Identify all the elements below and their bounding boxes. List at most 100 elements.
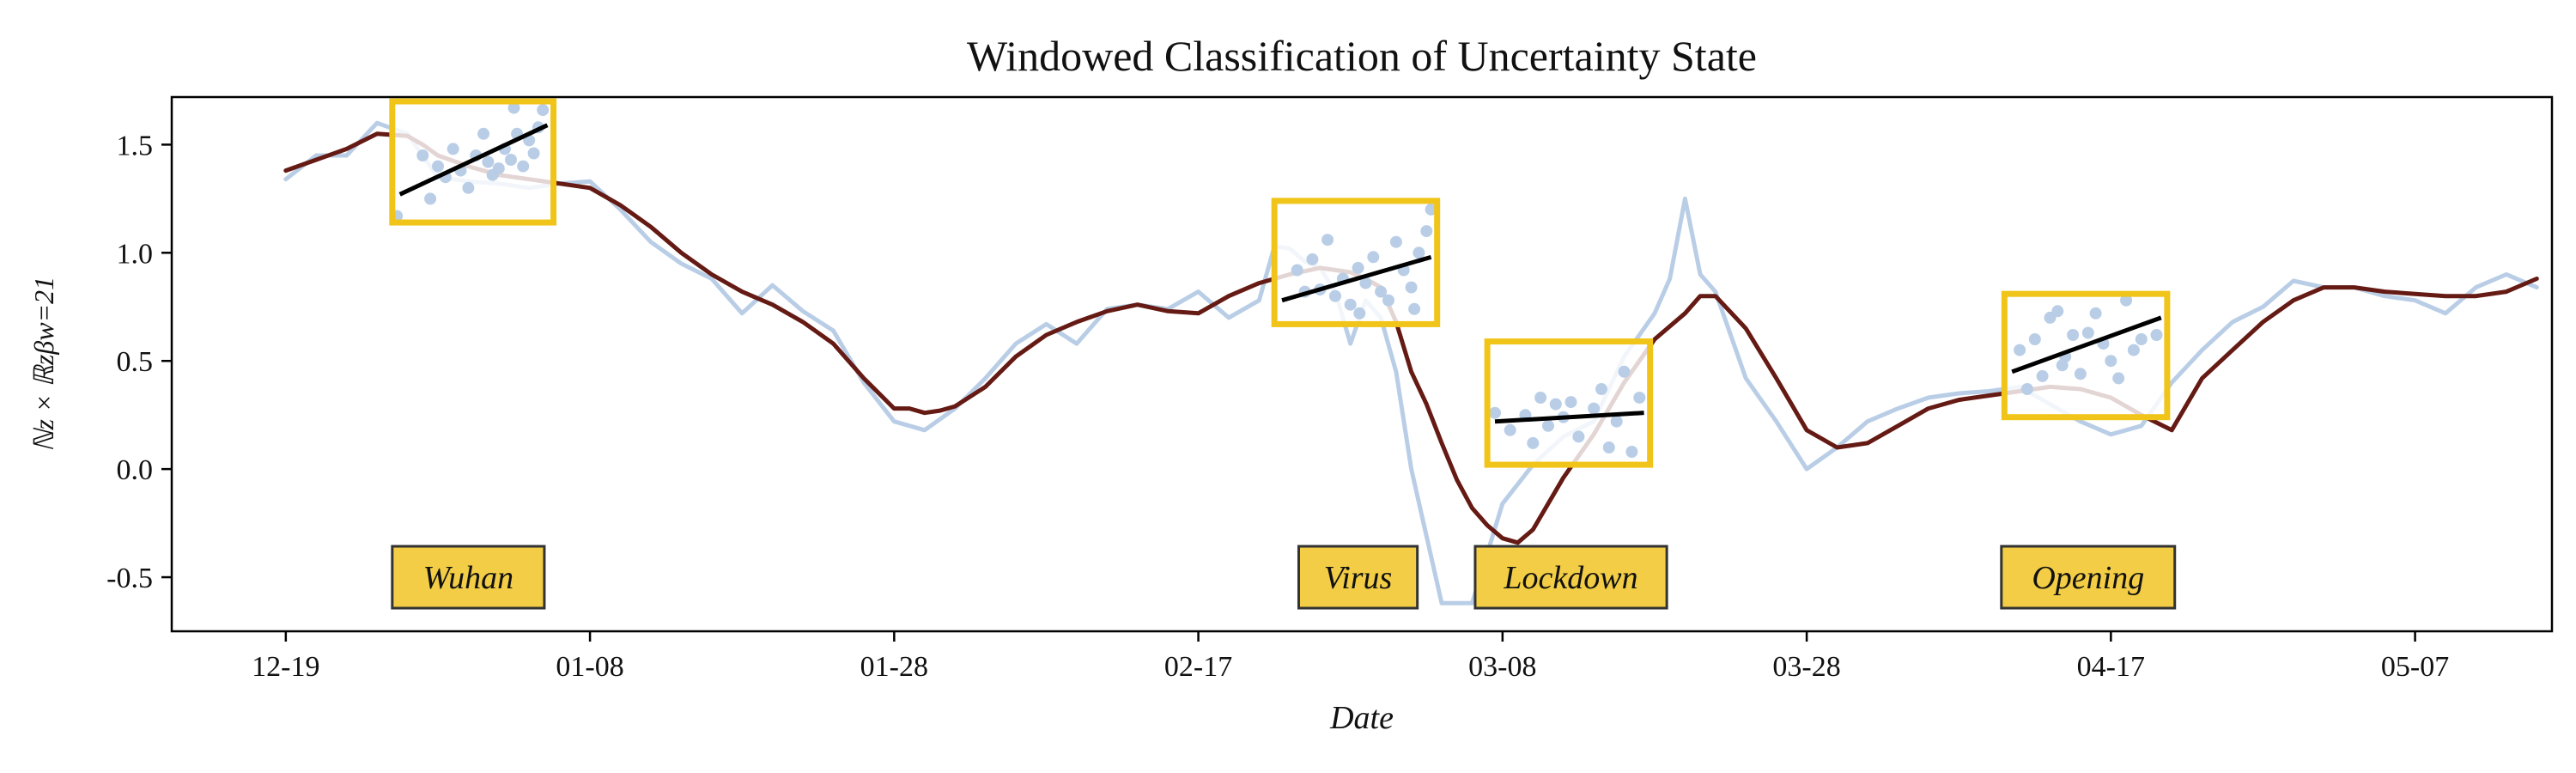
scatter-point bbox=[1389, 235, 1402, 248]
x-tick-label: 12-19 bbox=[252, 651, 319, 683]
scatter-point bbox=[424, 192, 437, 205]
scatter-point bbox=[1489, 406, 1501, 419]
scatter-point bbox=[1527, 436, 1540, 449]
scatter-point bbox=[1564, 396, 1577, 409]
scatter-point bbox=[507, 101, 520, 114]
y-tick-label: 1.5 bbox=[117, 130, 154, 161]
scatter-point bbox=[1602, 441, 1615, 453]
scatter-point bbox=[2150, 329, 2163, 341]
event-label-box bbox=[391, 545, 546, 610]
y-tick-label: -0.5 bbox=[106, 563, 153, 594]
scatter-point bbox=[2127, 344, 2140, 356]
x-tick-label: 04-17 bbox=[2077, 651, 2145, 683]
scatter-point bbox=[492, 162, 505, 175]
scatter-point bbox=[1618, 365, 1631, 378]
scatter-point bbox=[1425, 203, 1437, 216]
scatter-point bbox=[1353, 307, 1366, 320]
event-box bbox=[2001, 290, 2171, 421]
event-label: Wuhan bbox=[423, 560, 514, 596]
scatter-point bbox=[1375, 285, 1388, 298]
event-box bbox=[389, 98, 557, 226]
x-tick-label: 03-28 bbox=[1772, 651, 1840, 683]
scatter-point bbox=[1352, 261, 1364, 274]
scatter-point bbox=[2120, 294, 2133, 307]
scatter-point bbox=[1610, 415, 1623, 428]
scatter-point bbox=[1588, 402, 1601, 415]
x-tick-label: 01-28 bbox=[860, 651, 928, 683]
scatter-point bbox=[1405, 281, 1418, 294]
event-box bbox=[1484, 338, 1654, 468]
event-label: Lockdown bbox=[1503, 560, 1637, 596]
scatter-point bbox=[537, 104, 550, 117]
scatter-point bbox=[1420, 225, 1433, 238]
scatter-point bbox=[2014, 344, 2026, 356]
plot-area: Wuhan Virus Lockdown Opening bbox=[170, 95, 2554, 633]
scatter-point bbox=[1572, 430, 1585, 443]
fit-line bbox=[1494, 411, 1644, 424]
scatter-point bbox=[1382, 294, 1394, 307]
scatter-point bbox=[1504, 423, 1516, 436]
y-tick-label: 0.5 bbox=[117, 346, 154, 378]
event-label: Virus bbox=[1324, 560, 1393, 596]
event-label-box bbox=[1297, 545, 1419, 610]
event-opening: Opening bbox=[2000, 290, 2177, 610]
y-axis-ticks: 1.5 1.0 0.5 0.0 -0.5 bbox=[106, 130, 172, 594]
scatter-point bbox=[1625, 446, 1638, 458]
scatter-point bbox=[1329, 289, 1341, 302]
event-label-box bbox=[2000, 545, 2177, 610]
scatter-point bbox=[1633, 392, 1646, 404]
chart-title: Windowed Classification of Uncertainty S… bbox=[967, 32, 1757, 80]
y-axis-label: ℕz × ℝzβw=21 bbox=[28, 277, 59, 452]
scatter-point bbox=[2036, 369, 2049, 382]
x-tick-label: 03-08 bbox=[1468, 651, 1536, 683]
event-wuhan: Wuhan bbox=[389, 98, 557, 610]
x-tick-label: 02-17 bbox=[1164, 651, 1232, 683]
scatter-point bbox=[1359, 277, 1372, 289]
x-axis-label: Date bbox=[1329, 700, 1394, 736]
scatter-point bbox=[2020, 383, 2033, 395]
scatter-point bbox=[527, 147, 540, 160]
scatter-point bbox=[1306, 253, 1319, 265]
scatter-point bbox=[505, 154, 517, 166]
scatter-point bbox=[432, 160, 444, 173]
scatter-point bbox=[1291, 264, 1303, 277]
fit-line bbox=[1281, 254, 1432, 303]
fit-line bbox=[398, 123, 549, 197]
series-line-raw bbox=[283, 120, 2539, 606]
scatter-point bbox=[2105, 355, 2117, 368]
event-label-box bbox=[1473, 545, 1668, 610]
scatter-point bbox=[477, 127, 490, 140]
scatter-point bbox=[1321, 234, 1334, 247]
scatter-point bbox=[2067, 329, 2080, 341]
scatter-point bbox=[447, 143, 459, 155]
event-virus: Virus bbox=[1271, 198, 1441, 610]
x-tick-label: 01-08 bbox=[556, 651, 623, 683]
x-axis-ticks: 12-19 01-08 01-28 02-17 03-08 03-28 04-17 05-07 bbox=[252, 631, 2449, 683]
event-lockdown: Lockdown bbox=[1473, 338, 1668, 610]
scatter-point bbox=[2028, 333, 2041, 345]
scatter-point bbox=[482, 155, 495, 168]
scatter-point bbox=[1367, 251, 1380, 264]
event-annotations: Wuhan Virus Lockdown Opening bbox=[389, 98, 2177, 610]
y-tick-label: 0.0 bbox=[117, 454, 154, 486]
scatter-point bbox=[2051, 305, 2064, 318]
event-box-fill bbox=[2004, 294, 2167, 417]
axes-frame bbox=[170, 95, 2554, 633]
scatter-point bbox=[1344, 298, 1357, 311]
event-box bbox=[1271, 198, 1441, 327]
fit-line bbox=[2011, 315, 2162, 374]
scatter-point bbox=[517, 160, 530, 173]
scatter-point bbox=[2081, 326, 2094, 339]
scatter-point bbox=[416, 149, 429, 161]
x-tick-label: 05-07 bbox=[2381, 651, 2449, 683]
scatter-point bbox=[1413, 247, 1425, 259]
scatter-point bbox=[1542, 419, 1554, 432]
event-label: Opening bbox=[2032, 560, 2144, 596]
scatter-point bbox=[1534, 392, 1547, 404]
scatter-point bbox=[2135, 333, 2148, 345]
scatter-point bbox=[1549, 398, 1562, 411]
scatter-point bbox=[2089, 307, 2102, 320]
scatter-point bbox=[1595, 383, 1607, 395]
